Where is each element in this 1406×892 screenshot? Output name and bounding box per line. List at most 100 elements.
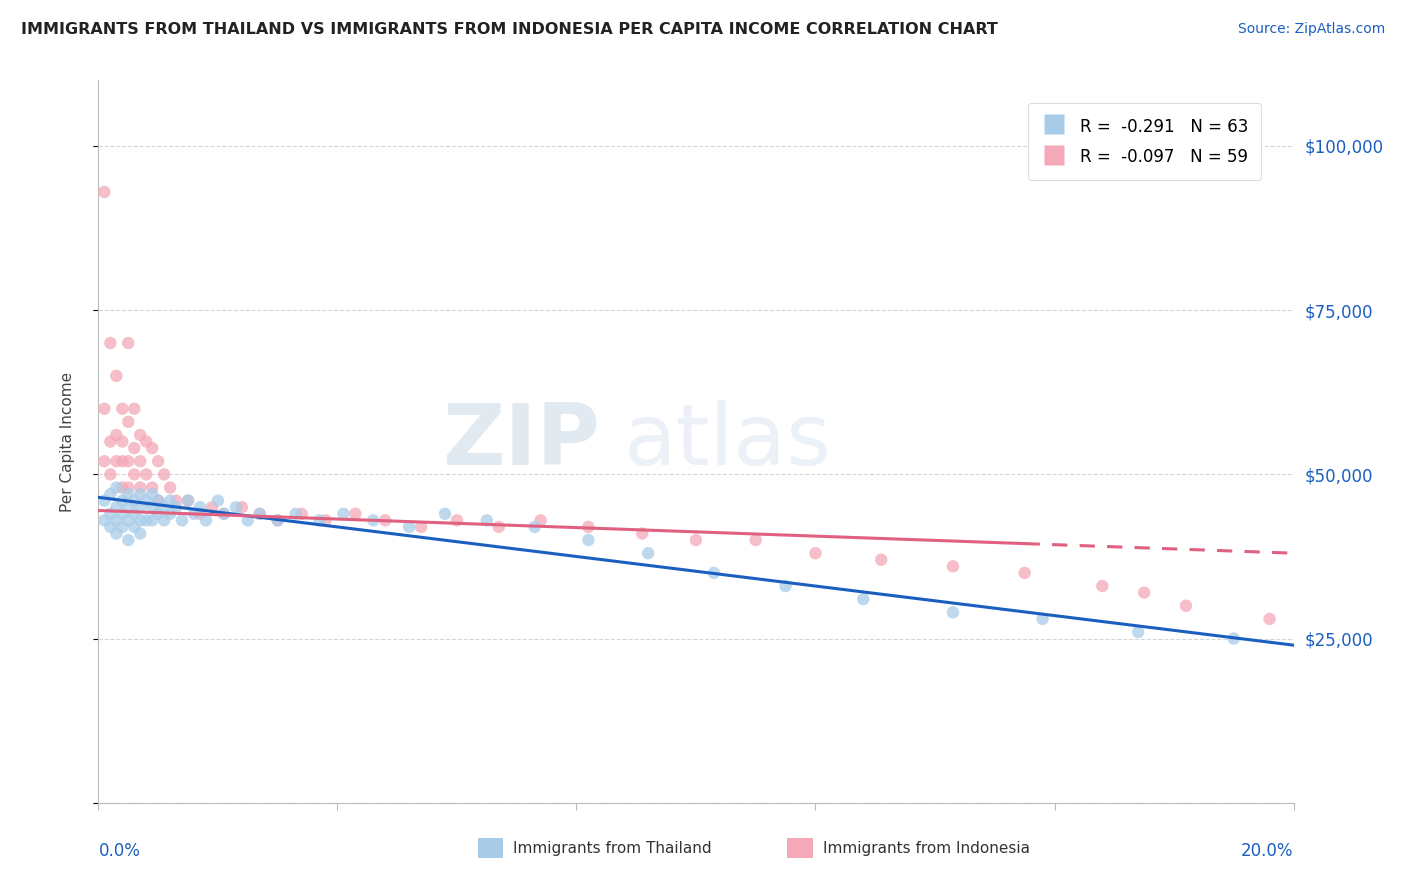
Point: [135, 467, 157, 482]
Point: [129, 513, 152, 527]
Point: [172, 513, 194, 527]
Point: [124, 441, 146, 455]
Point: [446, 513, 468, 527]
Point: [1133, 585, 1156, 599]
Point: [93, 493, 115, 508]
Point: [135, 434, 157, 449]
Point: [129, 454, 152, 468]
Point: [141, 487, 163, 501]
Point: [195, 513, 218, 527]
Point: [631, 526, 654, 541]
Point: [148, 493, 170, 508]
Point: [225, 500, 247, 515]
Point: [105, 513, 128, 527]
Point: [201, 500, 224, 515]
Point: [135, 493, 157, 508]
Point: [93, 401, 115, 416]
Text: Immigrants from Thailand: Immigrants from Thailand: [513, 841, 711, 855]
Point: [111, 493, 134, 508]
Point: [111, 434, 134, 449]
Point: [153, 513, 176, 527]
Point: [249, 507, 271, 521]
Point: [188, 507, 211, 521]
Point: [93, 185, 115, 199]
Point: [148, 493, 170, 508]
Point: [93, 513, 115, 527]
Point: [117, 500, 139, 515]
Point: [141, 500, 163, 515]
Point: [703, 566, 725, 580]
Point: [98, 336, 122, 351]
Point: [148, 507, 170, 521]
Point: [637, 546, 659, 560]
Point: [98, 434, 122, 449]
Point: [165, 500, 187, 515]
Text: Source: ZipAtlas.com: Source: ZipAtlas.com: [1237, 22, 1385, 37]
Text: Immigrants from Indonesia: Immigrants from Indonesia: [823, 841, 1029, 855]
Point: [159, 493, 181, 508]
Point: [411, 520, 433, 534]
Point: [111, 507, 134, 521]
Point: [135, 513, 157, 527]
Point: [578, 520, 600, 534]
Point: [284, 507, 307, 521]
Point: [212, 507, 235, 521]
Point: [105, 428, 128, 442]
Point: [870, 553, 893, 567]
Point: [98, 507, 122, 521]
Point: [398, 520, 420, 534]
Point: [1258, 612, 1281, 626]
Point: [117, 487, 139, 501]
Point: [249, 507, 271, 521]
Point: [124, 507, 146, 521]
Point: [852, 592, 875, 607]
Point: [153, 467, 176, 482]
Point: [117, 533, 139, 547]
Point: [1014, 566, 1036, 580]
Point: [111, 454, 134, 468]
Point: [315, 513, 337, 527]
Point: [344, 507, 367, 521]
Point: [124, 520, 146, 534]
Point: [129, 526, 152, 541]
Point: [124, 467, 146, 482]
Point: [124, 493, 146, 508]
Point: [291, 507, 314, 521]
Point: [165, 493, 187, 508]
Point: [129, 428, 152, 442]
Point: [105, 368, 128, 383]
Text: 20.0%: 20.0%: [1241, 842, 1294, 860]
Point: [530, 513, 553, 527]
Point: [1032, 612, 1054, 626]
Point: [1223, 632, 1246, 646]
Point: [111, 401, 134, 416]
Text: IMMIGRANTS FROM THAILAND VS IMMIGRANTS FROM INDONESIA PER CAPITA INCOME CORRELAT: IMMIGRANTS FROM THAILAND VS IMMIGRANTS F…: [21, 22, 998, 37]
Point: [117, 415, 139, 429]
Point: [141, 441, 163, 455]
Point: [148, 454, 170, 468]
Point: [129, 481, 152, 495]
Point: [942, 559, 965, 574]
Point: [129, 487, 152, 501]
Point: [212, 507, 235, 521]
Point: [159, 481, 181, 495]
Point: [117, 481, 139, 495]
Point: [141, 481, 163, 495]
Point: [363, 513, 385, 527]
Point: [188, 500, 211, 515]
Point: [105, 500, 128, 515]
Point: [267, 513, 290, 527]
Text: ZIP: ZIP: [443, 400, 600, 483]
Point: [141, 513, 163, 527]
Point: [374, 513, 396, 527]
Point: [685, 533, 707, 547]
Point: [236, 513, 259, 527]
Point: [129, 500, 152, 515]
Point: [332, 507, 354, 521]
Point: [105, 481, 128, 495]
Point: [942, 605, 965, 619]
Point: [105, 526, 128, 541]
Text: 0.0%: 0.0%: [98, 842, 141, 860]
Point: [308, 513, 330, 527]
Point: [111, 520, 134, 534]
